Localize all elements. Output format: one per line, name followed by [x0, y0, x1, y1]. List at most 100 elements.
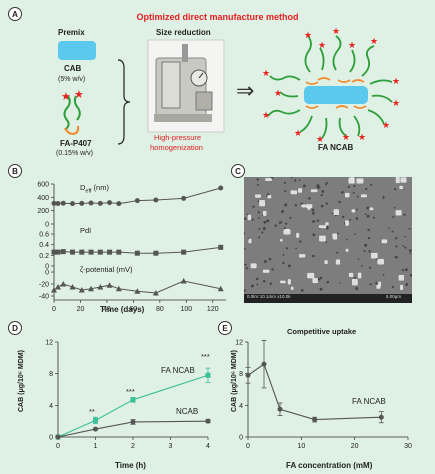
x-tick-label: 0: [246, 443, 250, 450]
sem-pore: [251, 218, 254, 221]
sem-pore: [263, 220, 267, 224]
sem-pore: [364, 243, 368, 247]
sem-image: [244, 177, 412, 303]
sem-pore: [405, 283, 409, 286]
sem-pore: [402, 245, 405, 247]
panel-a-graphics: ★ ★: [58, 26, 400, 145]
sem-crystal: [335, 259, 341, 265]
sem-pore: [346, 238, 349, 241]
panel-a-letter: A: [8, 7, 22, 21]
sem-pore: [281, 210, 284, 214]
panel-b-data-point: [78, 287, 85, 293]
x-tick-label: 3: [169, 443, 173, 450]
sem-crystal: [255, 194, 261, 198]
panel-b-y-tick-label: -20: [39, 282, 49, 289]
sem-pore: [395, 245, 398, 248]
sem-crystal: [377, 258, 384, 265]
fa-ncab-label: FA NCAB: [318, 143, 354, 152]
panel-b-data-point: [181, 249, 187, 255]
sem-pore: [391, 230, 394, 233]
sem-crystal: [262, 210, 267, 216]
panel-b-data-point: [116, 249, 122, 255]
sem-pore: [391, 285, 395, 289]
panel-b-data-point: [153, 250, 159, 256]
premix-label: Premix: [58, 28, 85, 37]
sem-pore: [320, 204, 324, 208]
data-point: [130, 419, 136, 425]
sem-pore: [283, 181, 286, 184]
sem-crystal: [395, 210, 402, 216]
panel-b-data-point: [115, 285, 122, 292]
significance-1h: **: [89, 407, 95, 416]
fa-ncab-particle-icon: [267, 35, 393, 139]
sem-crystal: [318, 225, 327, 229]
sem-pore: [244, 289, 246, 292]
panel-b-data-point: [55, 200, 61, 206]
sem-crystal: [349, 272, 354, 277]
sem-pore: [348, 218, 351, 222]
sem-crystal: [280, 280, 286, 284]
sem-crystal: [248, 238, 252, 244]
panel-b-data-point: [79, 249, 85, 255]
panel-e-xlabel: FA concentration (mM): [286, 461, 373, 470]
svg-text:★: ★: [274, 88, 282, 98]
sem-crystal: [357, 272, 362, 279]
sem-pore: [338, 282, 341, 284]
panel-b-y-tick-label: 0.4: [39, 242, 49, 249]
sem-pore: [325, 241, 328, 243]
panel-c-letter: C: [231, 164, 245, 178]
data-point: [205, 418, 211, 424]
panel-d-xlabel: Time (h): [115, 461, 146, 470]
series-line: [57, 374, 209, 438]
panel-b-data-point: [51, 200, 57, 206]
sem-pore: [409, 274, 412, 277]
hph-label-line1: High-pressure: [154, 133, 202, 142]
sem-pore: [403, 213, 406, 216]
sem-crystal: [319, 235, 326, 242]
sem-pore: [257, 211, 260, 214]
sem-pore: [312, 233, 316, 237]
panel-b-data-point: [70, 249, 76, 255]
y-tick-label: 12: [235, 340, 243, 347]
panel-e-ylabel: CAB (μg/10⁶ MDM): [231, 350, 238, 412]
sem-pore: [282, 254, 285, 256]
svg-text:★: ★: [342, 132, 350, 142]
sem-crystal: [332, 233, 338, 240]
sem-pore: [316, 219, 320, 222]
sem-crystal: [325, 222, 329, 226]
panel-b-y-tick-label: 0: [45, 270, 49, 277]
sem-pore: [388, 227, 390, 230]
sem-pore: [375, 258, 378, 261]
sem-crystal: [361, 194, 367, 198]
sem-pore: [338, 200, 341, 204]
panel-b-x-tick-label: 120: [207, 306, 219, 313]
panel-b-data-point: [97, 284, 104, 290]
sem-pore: [244, 217, 247, 220]
sem-crystal: [250, 263, 257, 269]
panel-b-data-point: [60, 200, 66, 206]
panel-b-data-point: [218, 244, 224, 250]
svg-text:★: ★: [294, 128, 302, 138]
panel-b-data-point: [152, 290, 159, 296]
sem-crystal: [400, 285, 404, 290]
sem-pore: [365, 187, 368, 191]
series-line: [57, 420, 209, 438]
panel-b-data-point: [51, 249, 57, 255]
x-tick-label: 10: [297, 443, 305, 450]
homogenizer-icon: [147, 39, 225, 133]
sem-pore: [395, 237, 398, 240]
fa-ncab-series-label: FA NCAB: [161, 366, 195, 375]
panel-b-x-tick-label: 0: [52, 306, 56, 313]
sem-pore: [341, 191, 344, 194]
sem-crystal: [267, 195, 272, 199]
significance-4h: ***: [201, 352, 210, 361]
sem-pore: [324, 183, 328, 186]
sem-pore: [337, 232, 340, 235]
sem-crystal: [299, 254, 306, 258]
panel-b-x-tick-label: 20: [77, 306, 85, 313]
data-point: [93, 426, 98, 432]
sem-pore: [319, 287, 323, 291]
data-point: [205, 372, 211, 378]
sem-pore: [370, 183, 373, 186]
